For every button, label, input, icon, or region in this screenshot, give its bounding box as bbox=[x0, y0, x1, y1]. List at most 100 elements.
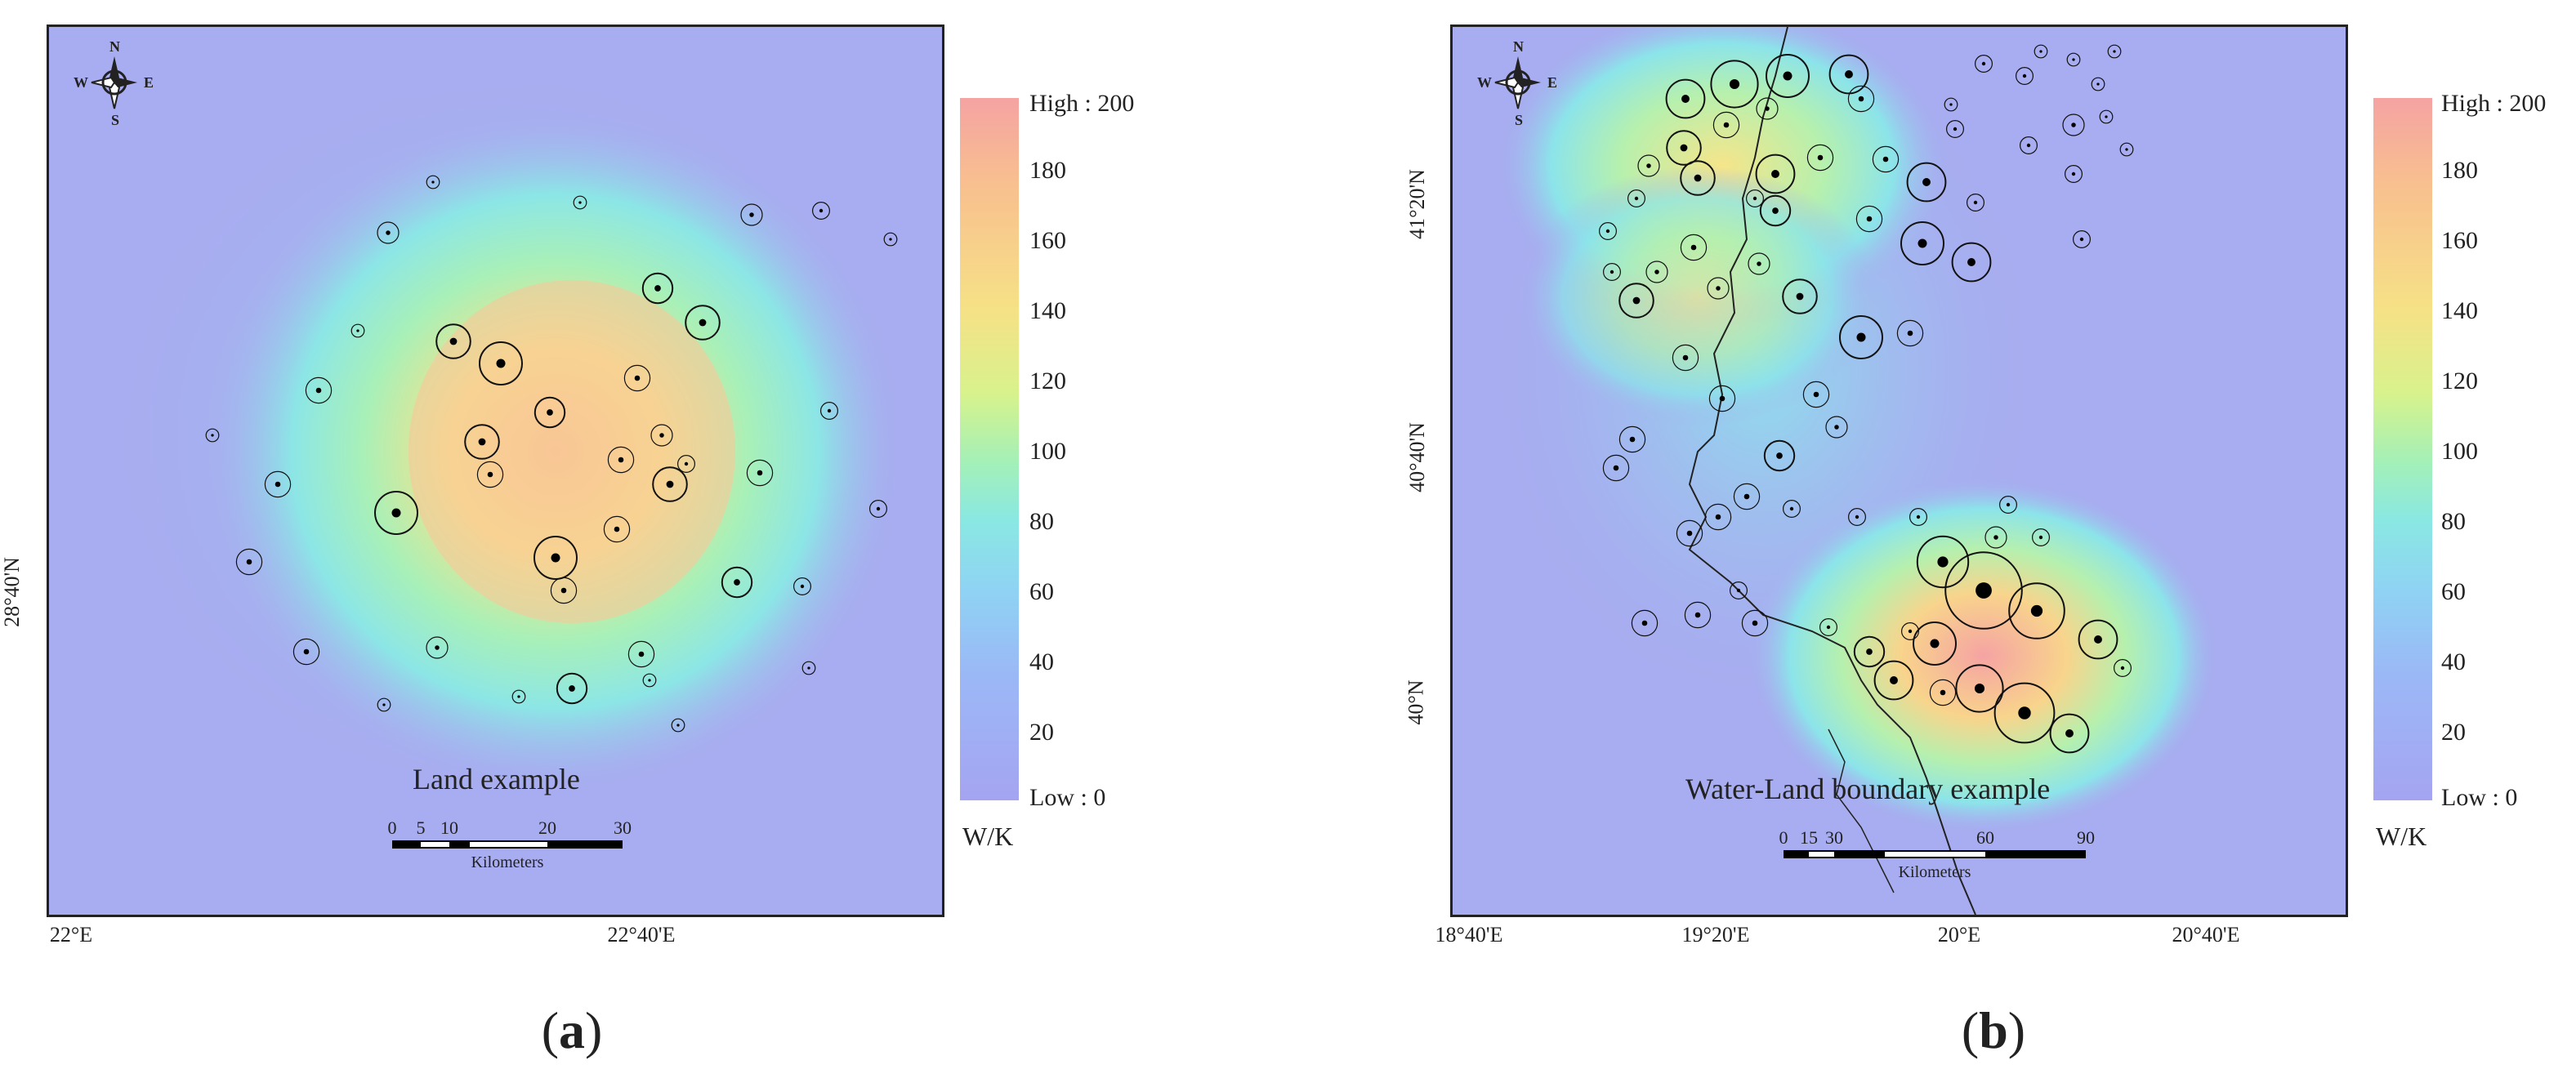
station-dot bbox=[2079, 237, 2084, 242]
station-dot bbox=[2038, 535, 2043, 540]
station-marker bbox=[305, 376, 333, 404]
north-arrow-icon: N S E W bbox=[1477, 38, 1559, 128]
station-marker bbox=[1680, 160, 1716, 196]
legend-tick: 180 bbox=[1029, 157, 1066, 184]
station-dot bbox=[496, 359, 506, 368]
station-dot bbox=[1609, 270, 1614, 274]
scale-bar-water-land: 0 15 30 60 90 Kilometers bbox=[1779, 827, 2096, 884]
lat-label: 28°40'N bbox=[0, 557, 24, 627]
station-marker bbox=[652, 466, 688, 502]
station-dot bbox=[634, 375, 641, 381]
heatmap-land bbox=[49, 27, 942, 915]
legend-high: High : 200 bbox=[1029, 90, 1135, 117]
legend-tick: 120 bbox=[1029, 368, 1066, 394]
station-marker bbox=[1704, 503, 1732, 531]
legend-tick: 100 bbox=[2441, 438, 2478, 465]
station-dot bbox=[2120, 666, 2125, 670]
station-dot bbox=[1856, 332, 1866, 342]
map-title-land: Land example bbox=[413, 763, 580, 795]
station-dot bbox=[1937, 556, 1949, 568]
scale-bar-land: 0 5 10 20 30 Kilometers bbox=[388, 817, 632, 875]
station-dot bbox=[1949, 103, 1953, 106]
station-marker bbox=[1848, 507, 1867, 526]
station-dot bbox=[1882, 156, 1889, 163]
station-marker bbox=[426, 636, 449, 659]
station-dot bbox=[699, 319, 707, 327]
station-dot bbox=[1634, 196, 1639, 201]
station-marker bbox=[1746, 189, 1765, 208]
station-marker bbox=[1873, 660, 1914, 701]
station-dot bbox=[1632, 296, 1641, 305]
station-marker bbox=[350, 323, 365, 338]
legend-tick: 20 bbox=[2441, 719, 2466, 746]
station-dot bbox=[315, 387, 322, 394]
station-dot bbox=[1890, 676, 1898, 684]
station-marker bbox=[476, 461, 504, 488]
station-marker bbox=[1730, 581, 1748, 599]
station-marker bbox=[2099, 109, 2114, 124]
station-dot bbox=[1723, 122, 1730, 128]
station-marker bbox=[2049, 713, 2090, 754]
station-marker bbox=[205, 428, 220, 443]
station-dot bbox=[1681, 95, 1690, 103]
station-dot bbox=[1866, 216, 1873, 222]
station-marker bbox=[464, 424, 500, 460]
station-marker bbox=[1741, 609, 1769, 637]
station-marker bbox=[1906, 162, 1947, 203]
scale-tick: 0 bbox=[1779, 827, 1788, 848]
station-dot bbox=[2065, 729, 2074, 737]
map-land: N S E W Land example 0 5 10 20 30 Kilome… bbox=[47, 25, 944, 917]
station-marker bbox=[435, 323, 471, 359]
station-marker bbox=[1602, 454, 1630, 482]
station-marker bbox=[1759, 194, 1792, 227]
station-marker bbox=[550, 577, 578, 604]
station-dot bbox=[1967, 258, 1976, 266]
panel-caption-b: (b) bbox=[1961, 1001, 2026, 1059]
station-marker bbox=[1618, 425, 1646, 453]
station-dot bbox=[246, 559, 252, 565]
station-dot bbox=[1858, 96, 1864, 102]
lon-label: 22°E bbox=[49, 923, 93, 947]
scale-tick: 60 bbox=[1976, 827, 1994, 848]
station-marker bbox=[1783, 499, 1801, 518]
station-dot bbox=[1974, 683, 1985, 694]
compass-e: E bbox=[1547, 74, 1558, 91]
station-marker bbox=[650, 424, 673, 447]
station-dot bbox=[1690, 244, 1697, 251]
station-marker bbox=[2019, 136, 2038, 155]
station-dot bbox=[275, 481, 281, 488]
station-marker bbox=[2064, 165, 2083, 184]
station-dot bbox=[1813, 391, 1819, 398]
compass-w: W bbox=[74, 74, 88, 91]
station-marker bbox=[534, 536, 578, 580]
station-dot bbox=[1743, 493, 1750, 500]
station-dot bbox=[1771, 170, 1779, 178]
station-marker bbox=[2034, 44, 2048, 59]
station-marker bbox=[1828, 54, 1869, 95]
station-dot bbox=[2071, 123, 2076, 127]
station-dot bbox=[2030, 604, 2043, 617]
station-dot bbox=[800, 584, 805, 589]
station-dot bbox=[1694, 612, 1701, 618]
station-dot bbox=[684, 461, 689, 466]
compass-n: N bbox=[1513, 38, 1524, 55]
compass-s: S bbox=[1515, 112, 1524, 128]
station-marker bbox=[377, 221, 400, 244]
station-dot bbox=[569, 685, 575, 692]
station-marker bbox=[1872, 145, 1900, 173]
station-dot bbox=[1855, 515, 1859, 519]
station-marker bbox=[1993, 682, 2056, 744]
station-dot bbox=[1993, 535, 1998, 540]
station-marker bbox=[1665, 78, 1706, 119]
legend-colorbar bbox=[2373, 98, 2432, 800]
station-marker bbox=[2119, 142, 2134, 157]
station-dot bbox=[648, 679, 651, 682]
legend-tick: 100 bbox=[1029, 438, 1066, 465]
legend-tick: 60 bbox=[2441, 578, 2466, 605]
station-dot bbox=[2105, 115, 2108, 118]
station-dot bbox=[1916, 515, 1921, 519]
station-marker bbox=[1712, 111, 1740, 139]
legend-unit: W/K bbox=[962, 822, 1014, 851]
legend-colorbar bbox=[960, 98, 1019, 800]
station-marker bbox=[1748, 252, 1770, 275]
